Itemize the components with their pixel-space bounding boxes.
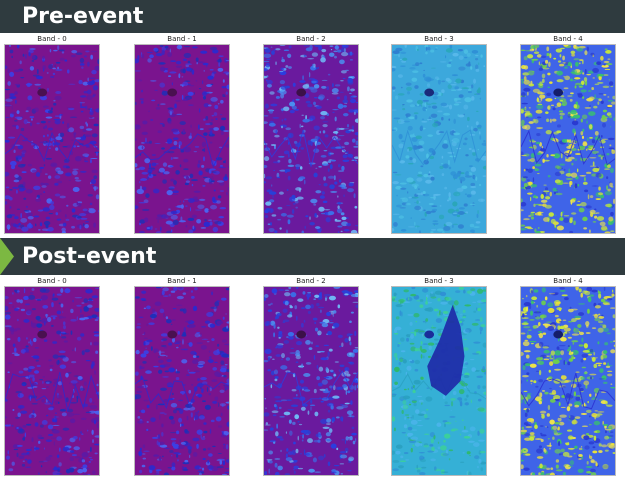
post-band-1-panel: Band - 1 [132, 275, 232, 480]
pre-band-2-label: Band - 2 [296, 35, 326, 43]
pre-band-4-label: Band - 4 [553, 35, 583, 43]
pre-band-1-panel: Band - 1 [132, 33, 232, 238]
post-event-band-row: Band - 0 Band - 1 Band - 2 Band - 3 Band… [0, 275, 625, 480]
pre-band-4-image [520, 44, 616, 234]
pre-band-3-panel: Band - 3 [389, 33, 489, 238]
pre-band-2-panel: Band - 2 [261, 33, 361, 238]
post-band-2-label: Band - 2 [296, 277, 326, 285]
post-band-3-label: Band - 3 [424, 277, 454, 285]
post-band-4-label: Band - 4 [553, 277, 583, 285]
post-band-2-panel: Band - 2 [261, 275, 361, 480]
pre-band-2-image [263, 44, 359, 234]
pre-event-band-row: Band - 0 Band - 1 Band - 2 Band - 3 Band… [0, 33, 625, 238]
accent-arrow [0, 238, 14, 275]
post-band-0-panel: Band - 0 [2, 275, 102, 480]
post-band-1-label: Band - 1 [167, 277, 197, 285]
post-band-3-panel: Band - 3 [389, 275, 489, 480]
pre-band-3-label: Band - 3 [424, 35, 454, 43]
post-event-title: Post-event [22, 243, 157, 269]
pre-band-0-panel: Band - 0 [2, 33, 102, 238]
pre-event-title: Pre-event [22, 3, 144, 29]
post-band-3-image [391, 286, 487, 476]
pre-band-0-label: Band - 0 [37, 35, 67, 43]
post-band-4-image [520, 286, 616, 476]
pre-band-4-panel: Band - 4 [518, 33, 618, 238]
post-event-header: Post-event [0, 238, 625, 275]
post-band-2-image [263, 286, 359, 476]
post-band-0-label: Band - 0 [37, 277, 67, 285]
post-band-4-panel: Band - 4 [518, 275, 618, 480]
pre-band-3-image [391, 44, 487, 234]
pre-band-1-label: Band - 1 [167, 35, 197, 43]
post-band-1-image [134, 286, 230, 476]
pre-band-1-image [134, 44, 230, 234]
pre-event-header: Pre-event [0, 0, 625, 33]
post-band-0-image [4, 286, 100, 476]
pre-band-0-image [4, 44, 100, 234]
